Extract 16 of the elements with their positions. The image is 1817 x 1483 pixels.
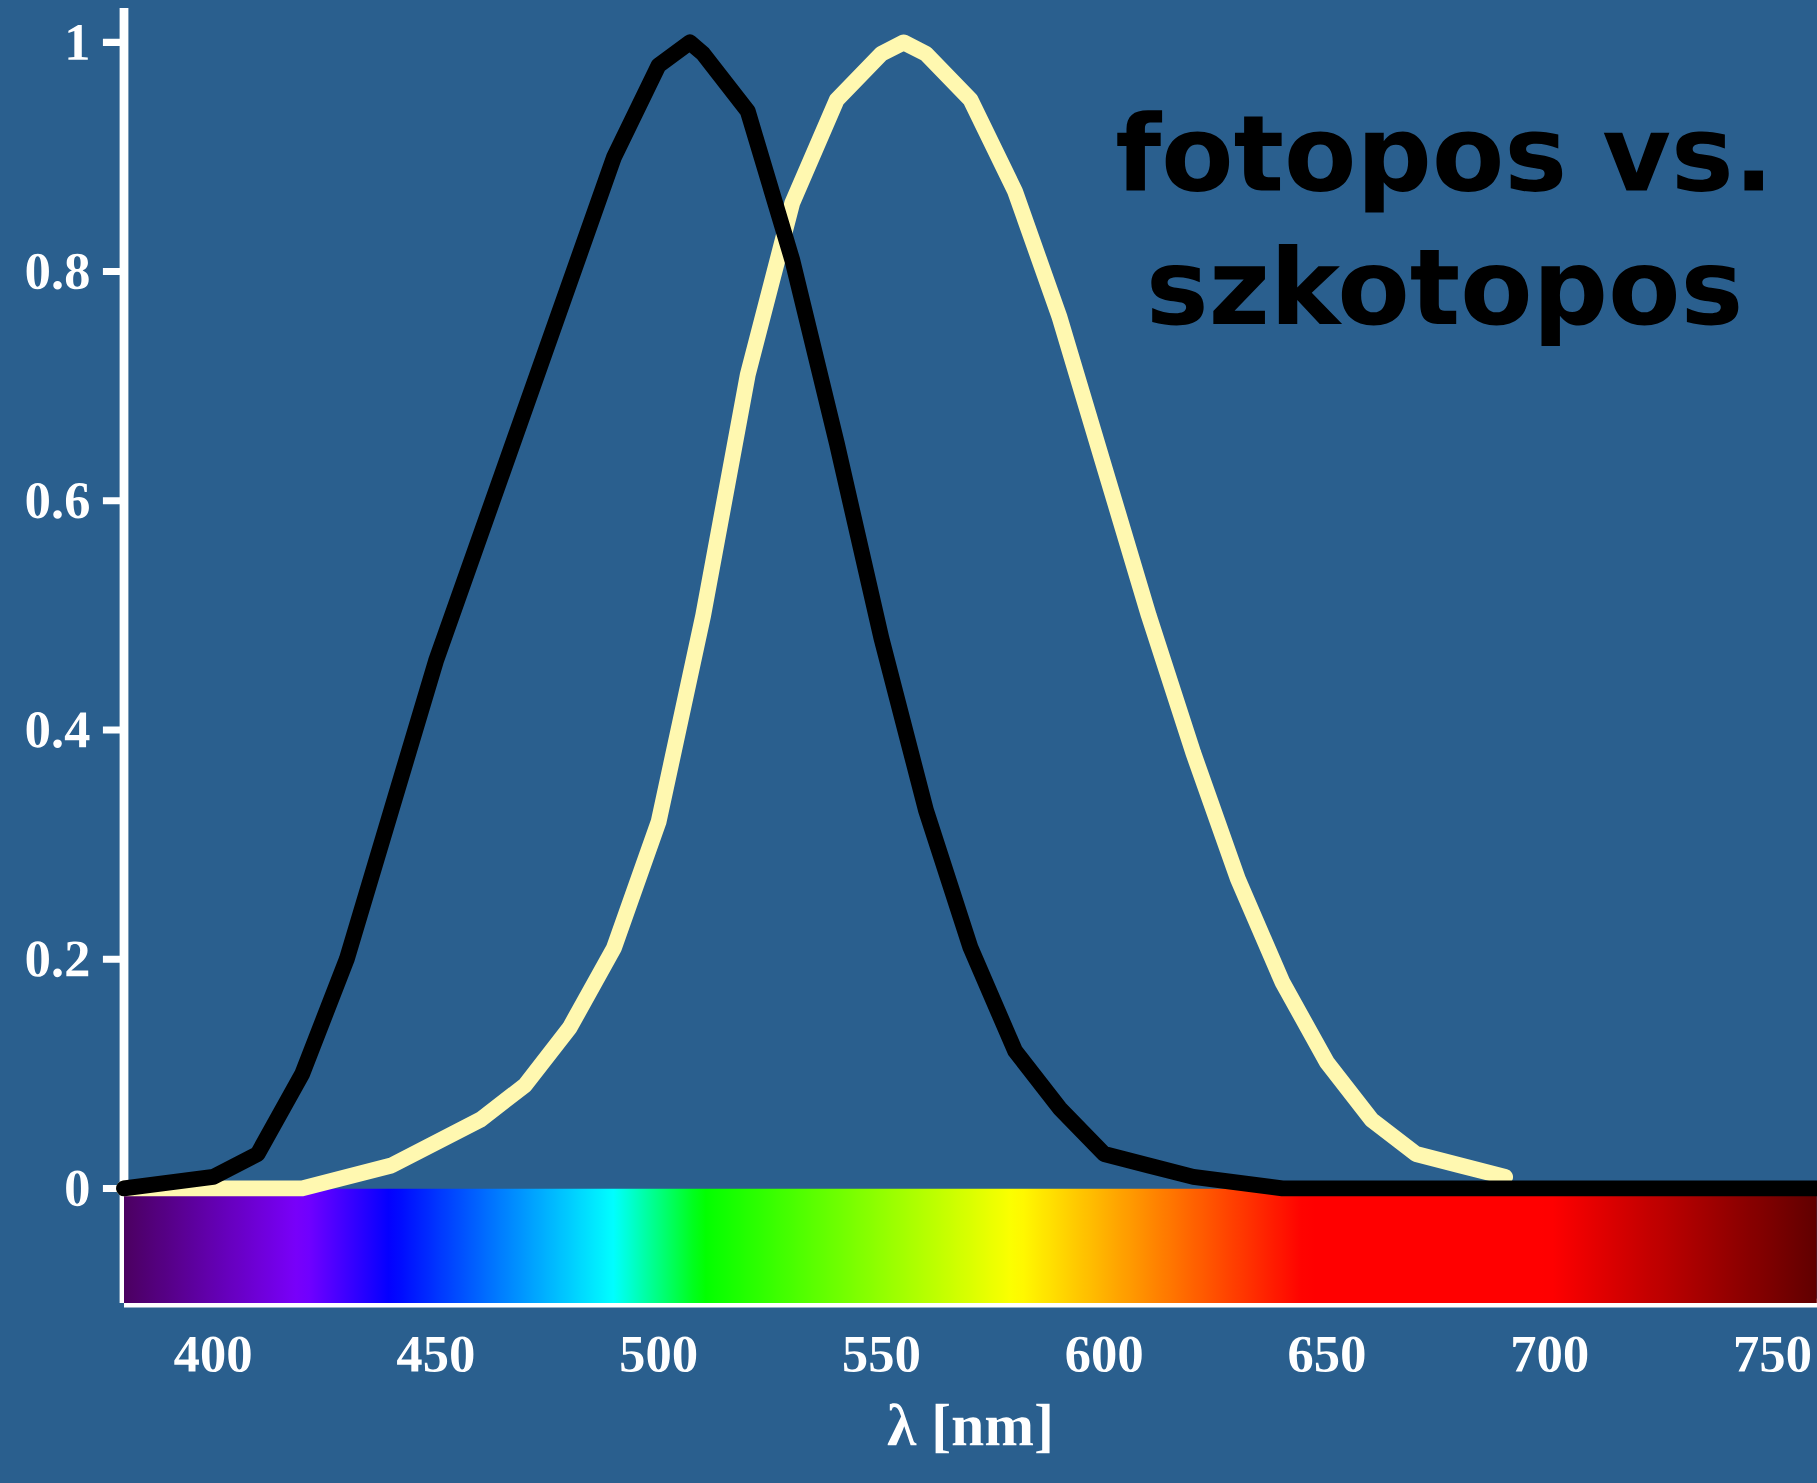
- x-tick-label: 700: [1513, 1336, 1588, 1373]
- annotation: fotopos vs. szkotopos: [1117, 110, 1763, 346]
- y-tick-label: 0: [66, 1170, 89, 1207]
- y-tick-label: 1: [68, 24, 88, 60]
- x-tick-label: 400: [174, 1336, 251, 1373]
- x-tick-label: 600: [1066, 1336, 1142, 1373]
- x-tick-label: 500: [621, 1336, 697, 1373]
- x-tick-label: 550: [843, 1336, 919, 1373]
- x-tick-label: 650: [1289, 1336, 1365, 1373]
- y-tick-label: 0.8: [26, 253, 89, 290]
- x-axis-title: λ [nm]: [887, 1403, 1050, 1454]
- y-tick-label: 0.4: [26, 712, 90, 748]
- x-tick-label: 450: [397, 1336, 474, 1373]
- y-tick-label: 0.6: [26, 482, 89, 519]
- y-tick-label: 0.2: [26, 941, 89, 978]
- x-tick-label: 750: [1735, 1336, 1811, 1373]
